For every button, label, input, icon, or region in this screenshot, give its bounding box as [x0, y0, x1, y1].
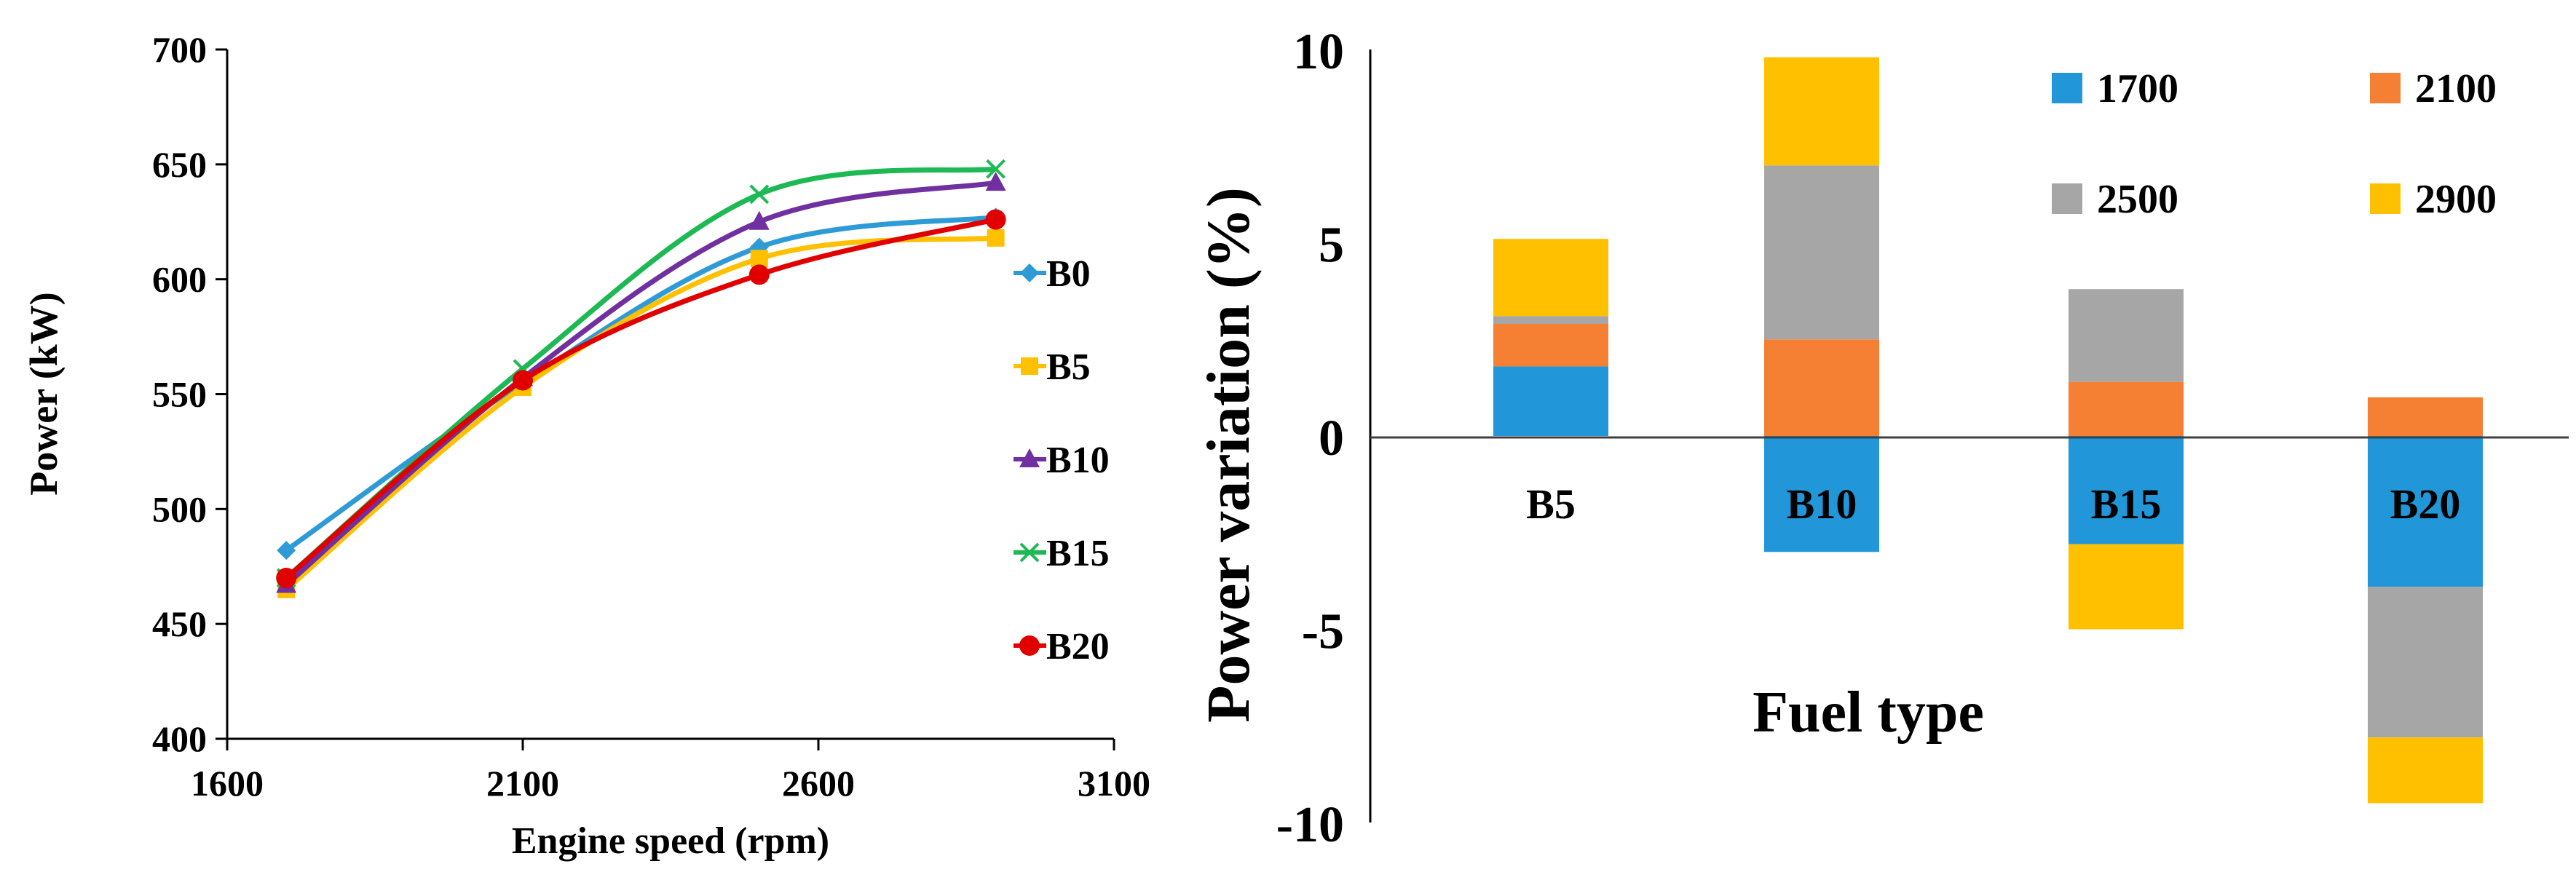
- bar-b5-1700: [1493, 366, 1608, 436]
- data-point-b0: [277, 541, 296, 560]
- data-point-b20: [513, 370, 533, 391]
- legend-item-b10: B10: [1014, 440, 1110, 481]
- left-y-tick-label: 500: [152, 488, 207, 529]
- data-point-b20: [276, 568, 297, 589]
- legend-label: B5: [1046, 346, 1091, 388]
- legend-item-b20: B20: [1014, 626, 1110, 667]
- bar-b10-2500: [1764, 165, 1879, 340]
- series-line-b10: [284, 180, 997, 587]
- data-point-b15: [986, 159, 1006, 179]
- right-y-tick-label: 10: [1293, 24, 1344, 80]
- bar-b10-2900: [1764, 57, 1879, 166]
- bar-b5-2900: [1493, 239, 1608, 317]
- left-y-ticks: 400 450 500 550 600 650 700: [152, 29, 227, 759]
- left-y-tick-label: 400: [152, 718, 207, 759]
- legend-marker: [1019, 635, 1040, 656]
- legend-label: 2100: [2415, 66, 2497, 111]
- bar-b20-2900: [2368, 737, 2483, 804]
- legend-swatch: [2370, 183, 2401, 214]
- legend-item-2900: 2900: [2370, 177, 2497, 222]
- legend-item-b5: B5: [1014, 346, 1091, 388]
- legend-label: B0: [1046, 253, 1091, 295]
- left-x-axis-title: Engine speed (rpm): [512, 820, 829, 862]
- legend-label: B10: [1046, 440, 1110, 481]
- left-y-tick-label: 450: [152, 603, 207, 644]
- legend-label: 1700: [2097, 66, 2178, 111]
- left-x-tick-label: 2100: [486, 763, 559, 804]
- right-y-tick-label: 5: [1319, 218, 1344, 274]
- data-point-b20: [748, 264, 770, 285]
- legend-label: B20: [1046, 626, 1110, 667]
- data-point-b5: [987, 229, 1005, 247]
- left-y-tick-label: 700: [152, 29, 207, 70]
- bar-b5-2500: [1493, 316, 1608, 325]
- left-x-tick-label: 3100: [1078, 763, 1150, 804]
- legend-swatch: [2052, 183, 2082, 214]
- bar-b10-1700: [1764, 436, 1879, 552]
- legend-item-2500: 2500: [2052, 177, 2178, 222]
- right-category-labels: B5 B10 B15 B20: [1526, 480, 2460, 528]
- legend-marker: [1021, 357, 1038, 375]
- bar-b20-2500: [2368, 587, 2483, 738]
- data-point-b20: [985, 209, 1006, 230]
- data-point-b15: [749, 184, 770, 205]
- bar-b10-2100: [1764, 339, 1879, 436]
- bar-b20-2100: [2368, 397, 2483, 436]
- left-y-axis-title: Power (kW): [22, 292, 66, 495]
- left-y-tick-label: 650: [152, 144, 207, 185]
- bar-b15-2900: [2069, 544, 2184, 630]
- series-b0: [277, 207, 1005, 560]
- legend-item-b0: B0: [1014, 253, 1091, 295]
- left-x-tick-label: 2600: [782, 763, 855, 804]
- bar-series: [1493, 57, 2483, 804]
- legend-swatch: [2370, 73, 2401, 103]
- series-b5: [277, 229, 1005, 598]
- right-y-tick-label: -5: [1302, 604, 1344, 660]
- line-chart: 400 450 500 550 600 650 700 1600 2100 2600 3100 B…: [22, 29, 1150, 862]
- category-label-b15: B15: [2091, 480, 2162, 528]
- legend-label: B15: [1046, 533, 1110, 574]
- right-x-axis-title: Fuel type: [1753, 681, 1984, 745]
- legend-label: 2500: [2097, 177, 2178, 222]
- category-label-b20: B20: [2390, 480, 2461, 528]
- right-y-ticks: 10 5 0 -5 -10: [1276, 24, 1344, 853]
- line-series: [276, 159, 1006, 598]
- category-label-b5: B5: [1526, 480, 1576, 528]
- left-y-tick-label: 600: [152, 259, 207, 300]
- series-line-b20: [284, 217, 997, 580]
- data-point-b10: [748, 210, 770, 230]
- legend-item-2100: 2100: [2370, 66, 2497, 111]
- left-x-ticks: 1600 2100 2600 3100: [191, 739, 1150, 804]
- legend-marker: [1019, 542, 1040, 563]
- series-line-b0: [285, 214, 997, 553]
- right-y-tick-label: 0: [1319, 411, 1344, 467]
- series-b20: [276, 209, 1006, 589]
- right-y-axis-title: Power variation (%): [1195, 187, 1263, 723]
- bar-chart: 10 5 0 -5 -10 B5 B10 B15 B20 1700 2100 2500 2900 F…: [1195, 24, 2569, 853]
- legend-label: 2900: [2415, 177, 2497, 222]
- legend-marker: [1020, 263, 1039, 282]
- bar-b15-1700: [2069, 436, 2184, 544]
- series-line-b15: [284, 166, 996, 580]
- left-x-tick-label: 1600: [191, 763, 264, 804]
- data-point-b5: [750, 250, 768, 268]
- legend-item-b15: B15: [1014, 533, 1110, 574]
- bar-b15-2500: [2069, 289, 2184, 382]
- legend-swatch: [2052, 73, 2082, 103]
- series-b10: [276, 172, 1006, 593]
- legend-item-1700: 1700: [2052, 66, 2178, 111]
- right-y-tick-label: -10: [1276, 797, 1344, 853]
- bar-b5-2100: [1493, 324, 1608, 367]
- category-label-b10: B10: [1787, 480, 1857, 528]
- data-point-b10: [985, 172, 1006, 191]
- left-y-tick-label: 550: [152, 374, 207, 415]
- line-legend: B0 B5 B10 B15 B20: [1014, 253, 1110, 667]
- legend-marker: [1019, 448, 1040, 467]
- bar-b15-2100: [2069, 381, 2184, 436]
- bar-b20-1700: [2368, 436, 2483, 587]
- bar-legend: 1700 2100 2500 2900: [2052, 66, 2497, 222]
